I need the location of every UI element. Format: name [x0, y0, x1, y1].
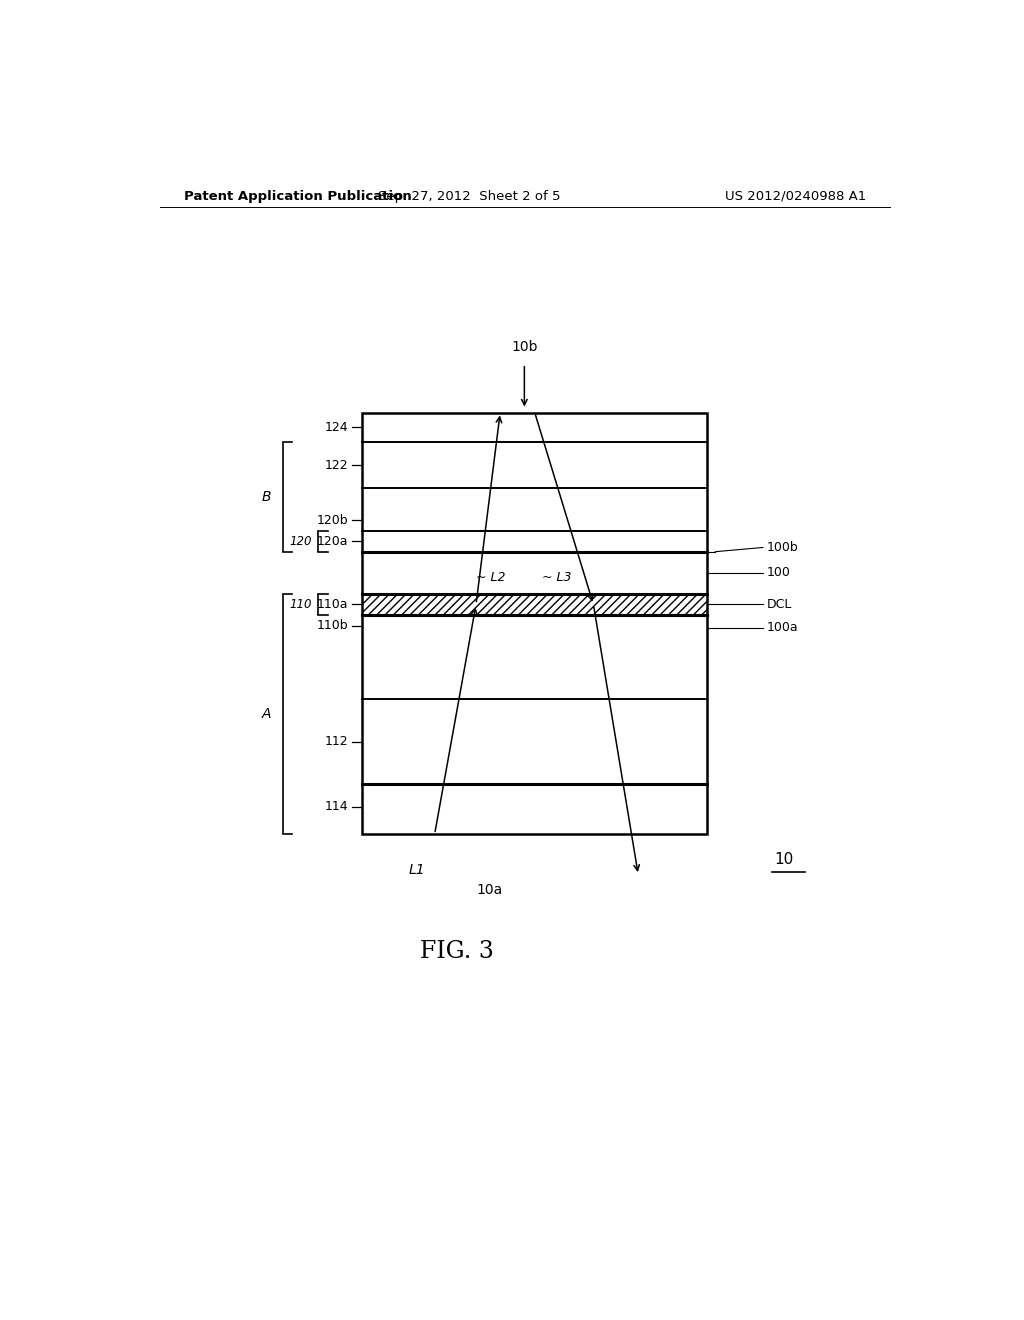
- Text: 120b: 120b: [316, 513, 348, 527]
- Text: Patent Application Publication: Patent Application Publication: [183, 190, 412, 202]
- Text: 10b: 10b: [511, 339, 538, 354]
- Text: DCL: DCL: [767, 598, 793, 611]
- Text: 110b: 110b: [316, 619, 348, 632]
- Text: B: B: [261, 490, 270, 504]
- Text: ~ L2: ~ L2: [476, 570, 506, 583]
- Text: A: A: [261, 708, 270, 721]
- Text: 100: 100: [767, 566, 791, 579]
- Text: 110a: 110a: [316, 598, 348, 611]
- Text: 10: 10: [775, 853, 794, 867]
- Text: Sep. 27, 2012  Sheet 2 of 5: Sep. 27, 2012 Sheet 2 of 5: [378, 190, 560, 202]
- Text: 122: 122: [325, 459, 348, 471]
- Text: FIG. 3: FIG. 3: [421, 940, 495, 962]
- Text: 114: 114: [325, 800, 348, 813]
- Text: L1: L1: [409, 863, 425, 876]
- Text: 124: 124: [325, 421, 348, 434]
- Bar: [362, 413, 708, 834]
- Text: 100b: 100b: [767, 541, 799, 554]
- Text: 110: 110: [290, 598, 312, 611]
- Text: 10a: 10a: [477, 883, 503, 898]
- Text: 120a: 120a: [316, 535, 348, 548]
- Text: 112: 112: [325, 735, 348, 748]
- Text: 120: 120: [290, 535, 312, 548]
- Text: 100a: 100a: [767, 622, 799, 634]
- Bar: [362, 594, 708, 615]
- Text: ~ L3: ~ L3: [542, 570, 571, 583]
- Text: US 2012/0240988 A1: US 2012/0240988 A1: [725, 190, 866, 202]
